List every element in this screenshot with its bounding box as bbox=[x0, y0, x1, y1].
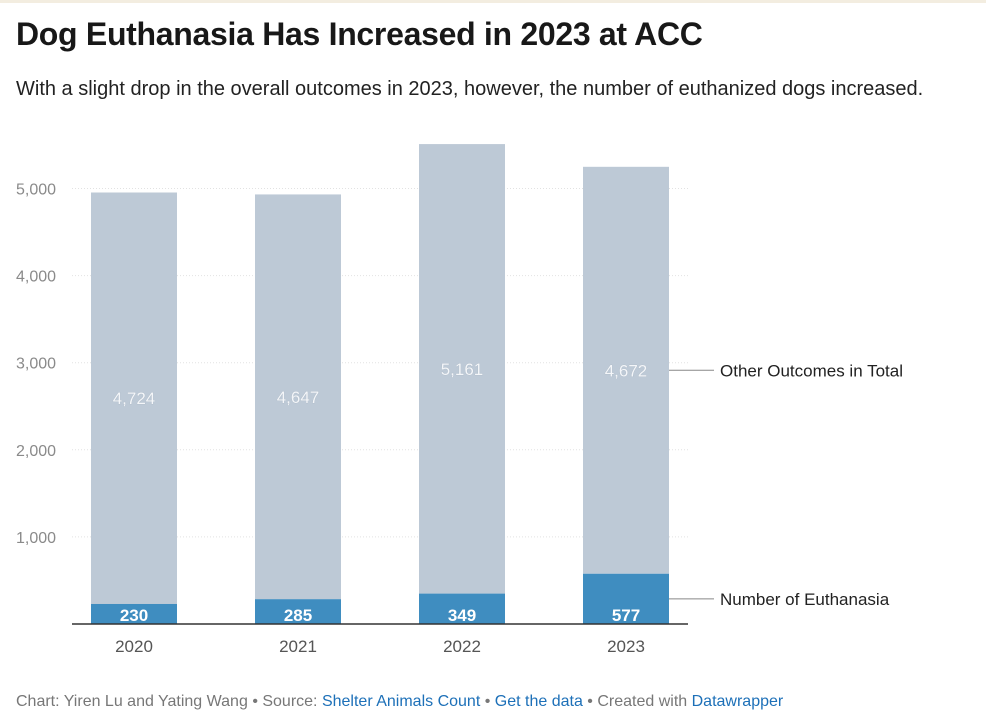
series-label-euthanasia: Number of Euthanasia bbox=[720, 590, 890, 609]
source-prefix: • Source: bbox=[252, 693, 318, 710]
x-tick-label: 2022 bbox=[443, 637, 481, 656]
chart-credit: Chart: Yiren Lu and Yating Wang bbox=[16, 693, 248, 710]
x-tick-label: 2020 bbox=[115, 637, 153, 656]
top-accent-line bbox=[0, 0, 986, 3]
y-tick-label: 3,000 bbox=[16, 356, 56, 373]
x-tick-label: 2023 bbox=[607, 637, 645, 656]
bar-euthanasia bbox=[255, 599, 341, 624]
separator: • bbox=[484, 693, 491, 710]
label-other-outcomes: 4,672 bbox=[605, 361, 648, 380]
label-euthanasia: 577 bbox=[612, 606, 640, 625]
label-other-outcomes: 4,724 bbox=[113, 389, 156, 408]
chart-subtitle: With a slight drop in the overall outcom… bbox=[16, 78, 924, 100]
chart-title: Dog Euthanasia Has Increased in 2023 at … bbox=[16, 16, 703, 52]
label-other-outcomes: 4,647 bbox=[277, 388, 320, 407]
created-prefix: • Created with bbox=[587, 693, 688, 710]
series-label-other-outcomes: Other Outcomes in Total bbox=[720, 361, 903, 380]
label-euthanasia: 349 bbox=[448, 606, 476, 625]
y-tick-label: 4,000 bbox=[16, 269, 56, 286]
y-tick-label: 2,000 bbox=[16, 443, 56, 460]
y-tick-label: 1,000 bbox=[16, 530, 56, 547]
get-data-link[interactable]: Get the data bbox=[494, 693, 583, 710]
source-link[interactable]: Shelter Animals Count bbox=[321, 693, 481, 710]
label-euthanasia: 230 bbox=[120, 606, 148, 625]
bar-other-outcomes bbox=[255, 194, 341, 600]
bar-other-outcomes bbox=[91, 192, 177, 604]
bar-other-outcomes bbox=[583, 166, 669, 574]
stacked-bar-chart: 1,000 2,000 3,000 4,000 5,000 4,724 230 2020 4,6… bbox=[16, 144, 903, 656]
bar-other-outcomes bbox=[419, 144, 505, 594]
y-tick-label: 5,000 bbox=[16, 182, 56, 199]
datawrapper-link[interactable]: Datawrapper bbox=[691, 693, 784, 710]
bar-euthanasia bbox=[91, 603, 177, 624]
label-euthanasia: 285 bbox=[284, 606, 312, 625]
chart-footer: Chart: Yiren Lu and Yating Wang • Source… bbox=[16, 693, 783, 711]
x-tick-label: 2021 bbox=[279, 637, 317, 656]
bar-euthanasia bbox=[419, 593, 505, 624]
bar-euthanasia bbox=[583, 573, 669, 624]
label-other-outcomes: 5,161 bbox=[441, 360, 484, 379]
